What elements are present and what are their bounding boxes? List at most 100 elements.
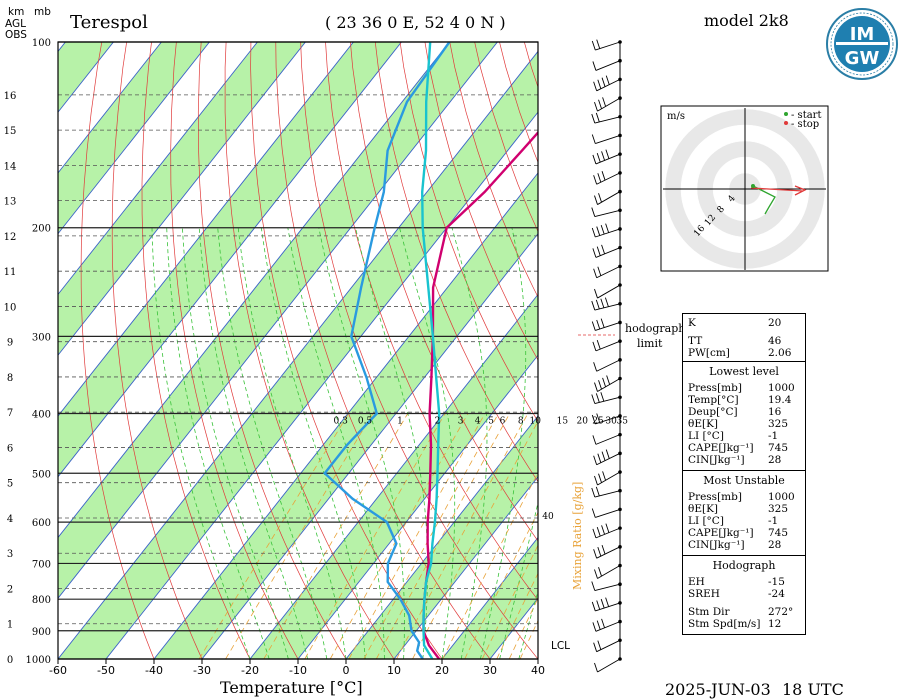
isotherm (441, 536, 538, 659)
wind-barb-feather (593, 81, 598, 91)
mixing-ratio-title: Mixing Ratio [g/kg] (571, 482, 584, 590)
wind-barb-feather (601, 77, 606, 87)
x-tick-label: -10 (289, 664, 307, 677)
wind-barb-feather (598, 380, 602, 390)
wind-barb (595, 434, 621, 445)
wind-barb-feather (596, 526, 601, 537)
wind-barb-feather (593, 362, 598, 372)
lowest-level-box: Lowest level Press[mb] 1000 Temp[°C] 19.4 … (682, 362, 806, 471)
logo-top-text: IM (850, 24, 875, 45)
wind-barb-feather (592, 61, 597, 71)
x-tick-label: -20 (241, 664, 259, 677)
date-label: 2025-JUN-03 (665, 680, 771, 699)
index-value: 325 (768, 418, 789, 430)
mixing-ratio-label: 1 (397, 417, 403, 427)
km-tick-label: 7 (7, 408, 13, 419)
wind-barb (596, 452, 621, 466)
mixing-ratio-label: 40 (542, 512, 554, 522)
lowest-row: CIN[Jkg⁻¹] 28 (683, 454, 805, 466)
wind-barb-feather (591, 487, 596, 498)
wind-barb-feather (601, 151, 605, 161)
hodograph-start-marker (784, 112, 788, 116)
isotherm (249, 293, 538, 659)
isotherm (345, 415, 538, 659)
wind-barb-feather (594, 662, 598, 673)
dry-adiabat (399, 42, 538, 423)
wind-barb-feather (602, 471, 607, 481)
unstable-row: CIN[Jkg⁻¹] 28 (683, 539, 805, 551)
index-key: Stm Dir (688, 606, 730, 618)
wind-barb-feather (591, 601, 596, 612)
pressure-tick-label: 300 (32, 332, 51, 343)
index-row: TT 46 (683, 335, 805, 347)
mixing-ratio-label: 10 (529, 417, 541, 427)
isotherm (105, 111, 538, 659)
dry-adiabat (325, 42, 538, 601)
wind-barb-feather (596, 39, 601, 49)
wind-barb-feather (601, 525, 605, 535)
mixing-ratio-label: 0.5 (358, 417, 373, 427)
pressure-tick-label: 1000 (26, 655, 51, 666)
index-value: -1 (768, 430, 779, 442)
wind-barb-feather (595, 486, 600, 497)
hodograph-ring-label: 4 (726, 194, 738, 205)
mb-label: mb (34, 6, 51, 18)
index-value: -24 (768, 588, 785, 600)
dewpoint-profile (323, 42, 451, 659)
wind-barb-feather (591, 321, 596, 331)
wind-barb-feather (591, 134, 596, 144)
wind-barb-feather (605, 523, 610, 533)
obs-label: OBS (5, 29, 27, 41)
index-value: 1000 (768, 491, 795, 503)
isotherm (58, 42, 163, 174)
isotherm (58, 42, 451, 539)
index-key: CIN[Jkg⁻¹] (688, 539, 745, 551)
lowest-row: CAPE[Jkg⁻¹] 745 (683, 442, 805, 454)
pressure-tick-label: 400 (32, 409, 51, 420)
wind-barb (596, 639, 621, 653)
wind-barb-feather (595, 112, 600, 123)
most-unstable-box: Most Unstable Press[mb] 1000 θE[K] 325 LI … (682, 471, 806, 556)
index-key: θE[K] (688, 418, 719, 430)
wind-barb-feather (597, 173, 602, 183)
wind-barb (596, 172, 621, 185)
wind-barb-feather (601, 244, 605, 255)
km-tick-label: 1 (7, 620, 13, 631)
km-tick-label: 0 (7, 655, 13, 666)
index-value: 325 (768, 503, 789, 515)
wind-barb-feather (605, 223, 610, 233)
wind-barb-feather (591, 414, 596, 425)
unstable-row: θE[K] 325 (683, 503, 805, 515)
wind-barb (595, 508, 621, 518)
x-axis: -60 -50 -40 -30 -20 -10 0 10 20 30 40 (49, 659, 545, 677)
lowest-level-title: Lowest level (709, 365, 779, 378)
wind-barb-feather (597, 266, 602, 276)
index-value: 28 (768, 539, 782, 551)
imgw-logo: IM GW (826, 8, 898, 80)
wind-barb-feather (594, 195, 598, 205)
wind-barb (597, 284, 621, 299)
isotherm (58, 42, 211, 235)
mixing-ratio-label: 35 (617, 417, 629, 427)
wind-barb (595, 247, 621, 258)
km-tick-label: 11 (4, 267, 17, 278)
logo-bottom-text: GW (845, 48, 880, 69)
unstable-row: LI [°C] -1 (683, 515, 805, 527)
wind-barb-feather (593, 455, 598, 465)
wind-barb-feather (591, 394, 596, 404)
wind-barb-feather (597, 453, 602, 463)
index-value: 2.06 (768, 347, 792, 359)
pressure-tick-label: 100 (32, 38, 51, 49)
x-tick-label: -40 (145, 664, 163, 677)
wind-barb-feather (591, 508, 596, 518)
x-tick-label: 20 (435, 664, 449, 677)
coords-text: ( 23 36 0 E, 52 4 0 N ) (325, 13, 506, 32)
index-value: 745 (768, 442, 789, 454)
wind-barb (595, 60, 621, 71)
isotherm (58, 50, 538, 659)
index-key: LI [°C] (688, 515, 724, 527)
wind-barb-feather (605, 75, 610, 85)
dry-adiabat (224, 42, 395, 659)
index-row: PW[cm] 2.06 (683, 347, 805, 359)
km-tick-label: 15 (4, 126, 17, 137)
